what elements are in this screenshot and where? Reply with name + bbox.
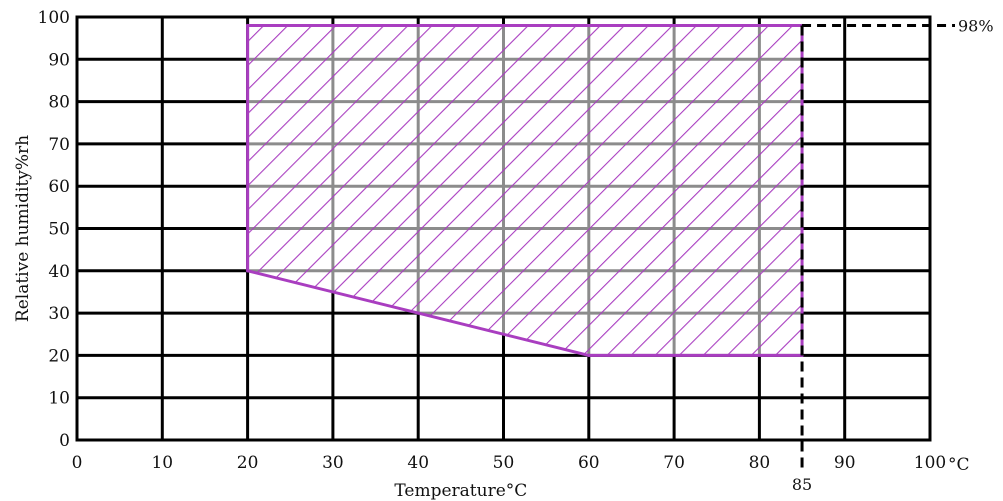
y-tick-label: 90 [48,50,70,70]
y-tick-label: 60 [48,177,70,197]
y-tick-labels: 0 10 20 30 40 50 60 70 80 90 100 [38,8,70,451]
x-unit-label: °C [948,455,970,475]
region-polygon [246,23,804,357]
y-tick-label: 20 [48,346,70,366]
y-tick-label: 50 [48,220,70,240]
x-tick-labels: 0 10 20 30 40 50 60 70 80 90 100 [72,453,947,473]
x-tick-label: 0 [72,453,83,473]
x-tick-label: 100 [914,453,946,473]
annotation-label-85: 85 [792,475,812,494]
annotation-label-98: 98% [958,16,994,35]
x-tick-label: 60 [578,453,600,473]
x-tick-label: 90 [834,453,856,473]
x-tick-label: 10 [151,453,173,473]
y-tick-label: 100 [38,8,70,28]
region-vertex [246,269,250,273]
y-tick-label: 80 [48,93,70,113]
x-axis-label: Temperature°C [394,481,527,501]
x-tick-label: 70 [663,453,685,473]
region-vertex [416,311,420,315]
x-tick-label: 40 [407,453,429,473]
y-tick-label: 70 [48,135,70,155]
y-tick-label: 40 [48,262,70,282]
region-vertex [587,353,591,357]
x-tick-label: 50 [493,453,515,473]
annotations: 98% 85 [792,16,994,494]
y-tick-label: 30 [48,304,70,324]
region-vertex [246,23,250,28]
operating-region [246,23,804,357]
y-tick-label: 10 [48,389,70,409]
y-axis-label: Relative humidity%rh [13,135,33,322]
x-tick-label: 30 [322,453,344,473]
x-tick-label: 80 [749,453,771,473]
x-tick-label: 20 [237,453,259,473]
y-tick-label: 0 [59,431,70,451]
